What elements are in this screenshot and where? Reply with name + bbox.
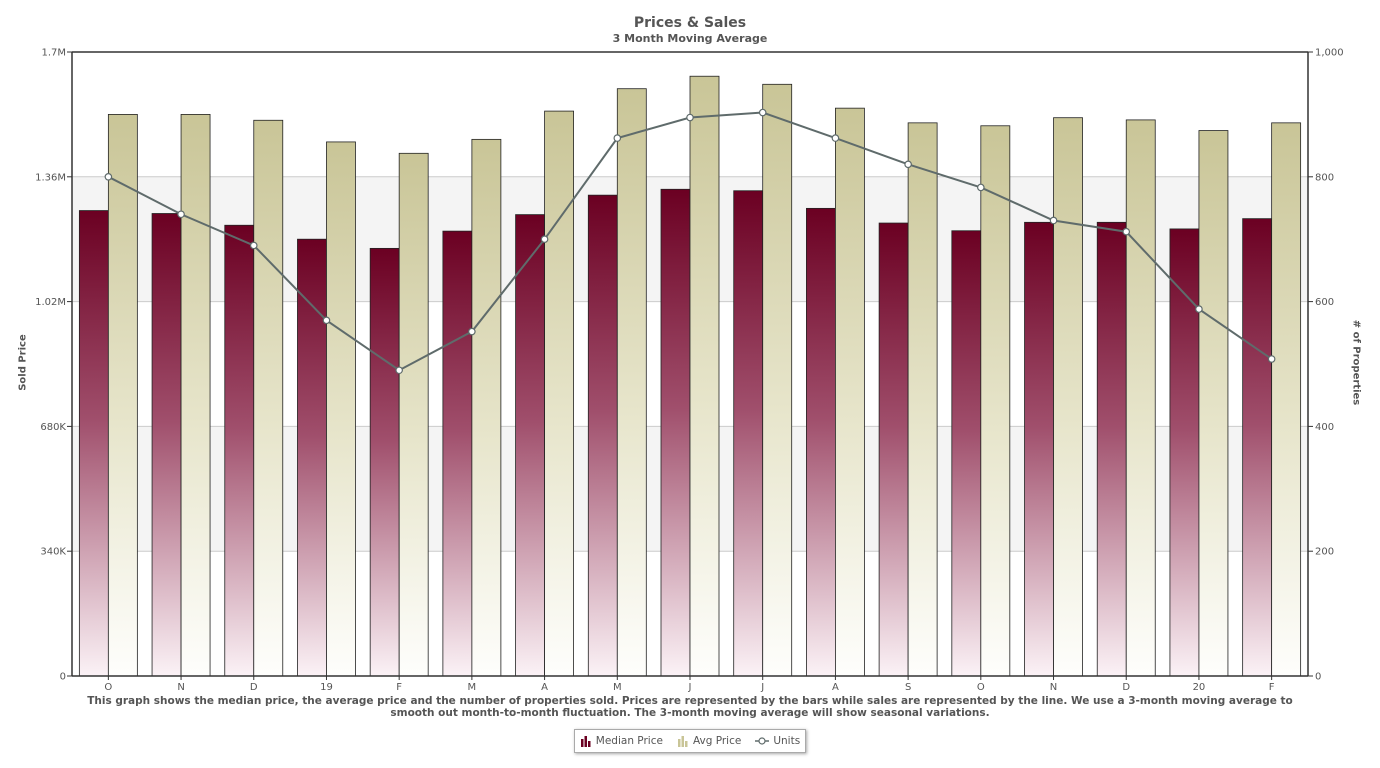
bar-avg-price[interactable] xyxy=(544,110,574,677)
x-tick-label: D xyxy=(250,682,258,693)
avg-price-bar-icon xyxy=(677,736,688,747)
bar-median-price[interactable] xyxy=(1024,221,1054,677)
bar-avg-price[interactable] xyxy=(616,88,647,677)
units-line-icon xyxy=(755,737,770,745)
x-tick-label: F xyxy=(396,682,402,693)
x-tick-label: N xyxy=(177,682,184,693)
bar-median-price[interactable] xyxy=(878,222,909,677)
tick-labels: 0 340K 680K 1.02M 1.36M 1.7M 0 200 400 600 800 1,00… xyxy=(35,48,1344,694)
legend-item-median-price[interactable]: Median Price xyxy=(580,735,663,747)
bar-avg-price[interactable] xyxy=(107,114,138,677)
units-line-layer xyxy=(104,108,1276,375)
bar-avg-price[interactable] xyxy=(1198,130,1229,677)
legend-label-units: Units xyxy=(773,735,801,747)
units-point[interactable] xyxy=(758,108,767,117)
bar-median-price[interactable] xyxy=(951,230,982,677)
bar-avg-price[interactable] xyxy=(835,107,865,677)
x-tick-label: O xyxy=(104,682,112,693)
x-tick-label: A xyxy=(832,682,839,693)
bar-avg-price[interactable] xyxy=(907,122,938,677)
bar-median-price[interactable] xyxy=(151,213,182,677)
bar-avg-price[interactable] xyxy=(1125,119,1156,677)
chart-footnote: This graph shows the median price, the a… xyxy=(87,695,1293,719)
legend-label-avg-price: Avg Price xyxy=(692,735,742,747)
bar-median-price[interactable] xyxy=(733,190,764,677)
bar-median-price[interactable] xyxy=(587,194,618,677)
bar-median-price[interactable] xyxy=(78,210,109,677)
y-axis-right-label: # of Properties xyxy=(1350,319,1362,406)
bar-median-price[interactable] xyxy=(1096,221,1127,677)
y-right-tick-label: 0 xyxy=(1315,672,1321,683)
y-left-tick-label: 680K xyxy=(40,422,66,433)
bar-median-price[interactable] xyxy=(1242,218,1273,677)
bar-median-price[interactable] xyxy=(515,214,545,677)
bar-median-price[interactable] xyxy=(224,224,255,677)
bar-avg-price[interactable] xyxy=(1271,122,1302,677)
y-right-tick-label: 600 xyxy=(1315,297,1334,308)
units-point[interactable] xyxy=(395,366,403,375)
bar-avg-price[interactable] xyxy=(253,119,284,677)
y-right-tick-label: 800 xyxy=(1315,172,1334,183)
y-left-tick-label: 1.7M xyxy=(41,48,66,59)
units-point[interactable] xyxy=(686,113,694,122)
bar-avg-price[interactable] xyxy=(762,83,793,677)
bar-median-price[interactable] xyxy=(442,230,473,677)
units-point[interactable] xyxy=(249,241,258,250)
x-tick-label: A xyxy=(541,682,548,693)
y-left-tick-label: 0 xyxy=(60,672,66,683)
units-point[interactable] xyxy=(1267,355,1276,363)
bar-avg-price[interactable] xyxy=(689,75,720,677)
legend-item-units[interactable]: Units xyxy=(755,735,800,747)
y-right-tick-label: 400 xyxy=(1315,422,1334,433)
x-tick-label: J xyxy=(760,682,764,693)
units-point[interactable] xyxy=(468,327,476,336)
units-point[interactable] xyxy=(322,316,331,325)
bar-avg-price[interactable] xyxy=(326,141,356,677)
chart-subtitle: 3 Month Moving Average xyxy=(612,32,768,45)
units-point[interactable] xyxy=(1122,227,1131,236)
units-point[interactable] xyxy=(904,160,912,169)
x-tick-label: 19 xyxy=(320,682,333,693)
legend-item-avg-price[interactable]: Avg Price xyxy=(677,735,741,747)
bar-median-price[interactable] xyxy=(660,188,691,677)
y-left-tick-label: 1.02M xyxy=(35,297,66,308)
bar-avg-price[interactable] xyxy=(980,125,1011,677)
y-right-tick-label: 1,000 xyxy=(1315,48,1344,59)
x-tick-label: F xyxy=(1269,682,1275,693)
units-point[interactable] xyxy=(104,173,113,181)
bar-avg-price[interactable] xyxy=(471,138,502,677)
x-tick-label: S xyxy=(905,682,911,693)
x-tick-label: D xyxy=(1122,682,1130,693)
chart-title: Prices & Sales xyxy=(633,15,747,31)
units-point[interactable] xyxy=(977,183,985,192)
y-right-tick-label: 200 xyxy=(1315,547,1334,558)
units-point[interactable] xyxy=(540,235,549,244)
x-tick-label: M xyxy=(613,682,622,693)
legend-label-median-price: Median Price xyxy=(595,735,663,747)
units-point[interactable] xyxy=(1195,305,1203,313)
bar-avg-price[interactable] xyxy=(398,152,429,677)
x-tick-label: 20 xyxy=(1193,682,1206,693)
bar-median-price[interactable] xyxy=(806,207,836,677)
bar-median-price[interactable] xyxy=(369,247,400,677)
y-left-tick-label: 1.36M xyxy=(35,172,66,183)
x-tick-label: O xyxy=(977,682,985,693)
units-point[interactable] xyxy=(613,134,622,142)
y-axis-left-label: Sold Price xyxy=(17,334,29,391)
y-left-tick-label: 340K xyxy=(40,547,66,558)
median-price-bar-icon xyxy=(580,736,591,747)
units-point[interactable] xyxy=(1049,216,1058,225)
x-tick-label: M xyxy=(468,682,477,693)
bar-avg-price[interactable] xyxy=(1053,117,1083,677)
bar-median-price[interactable] xyxy=(1169,228,1200,677)
units-point[interactable] xyxy=(831,134,840,142)
chart-legend: Median Price Avg Price Units xyxy=(574,729,806,753)
x-tick-label: J xyxy=(688,682,692,693)
units-point[interactable] xyxy=(177,210,185,219)
x-tick-label: N xyxy=(1050,682,1057,693)
bar-avg-price[interactable] xyxy=(180,114,211,677)
